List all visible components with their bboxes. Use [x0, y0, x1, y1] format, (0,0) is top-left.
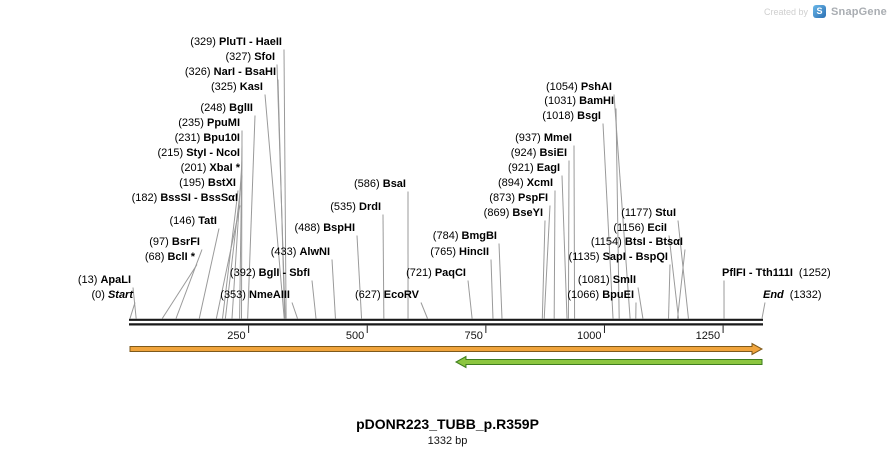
ruler-label: 1000 [577, 330, 601, 342]
leader-line [222, 190, 239, 319]
ruler-label: 750 [464, 330, 482, 342]
leader-line [283, 49, 287, 319]
leader-line [331, 259, 336, 319]
leader-line [573, 145, 576, 319]
leader-line [198, 228, 220, 319]
leader-line [541, 220, 546, 319]
leader-line [277, 79, 286, 319]
watermark-brand-text: SnapGene [830, 5, 887, 18]
construct-length: 1332 bp [427, 435, 468, 447]
leader-line [291, 302, 298, 319]
ruler-label: 250 [227, 330, 245, 342]
leader-line [637, 287, 644, 319]
construct-title: pDONR223_TUBB_p.R359P [356, 416, 539, 432]
leader-line [677, 249, 686, 319]
forward-feature-arrow [129, 342, 764, 356]
leader-line [382, 214, 385, 319]
leader-line [615, 108, 620, 319]
leader-line [567, 160, 570, 319]
leader-line [420, 302, 428, 319]
leader-line [215, 205, 241, 319]
leader-line [264, 94, 285, 319]
ruler-label: 500 [346, 330, 364, 342]
watermark: Created by S SnapGene [764, 5, 887, 18]
leader-line [498, 243, 503, 319]
leader-line [602, 123, 614, 319]
leader-line [613, 94, 631, 319]
leader-line [467, 280, 473, 319]
leader-line [561, 175, 568, 319]
ruler-label: 1250 [696, 330, 720, 342]
leader-line [161, 264, 198, 319]
leader-line [761, 302, 766, 319]
leader-line [311, 280, 317, 319]
leader-line [129, 302, 136, 319]
leader-line [356, 235, 363, 319]
leader-line [668, 235, 679, 319]
leader-line [175, 249, 203, 319]
leader-line [224, 175, 243, 319]
reverse-feature-arrow [454, 355, 763, 369]
leader-line [553, 190, 556, 319]
leader-line [668, 264, 671, 319]
watermark-created-by-text: Created by [763, 6, 808, 17]
leader-line [490, 259, 494, 319]
leader-line [247, 115, 256, 319]
leader-line [543, 205, 551, 319]
snapgene-logo-icon: S [812, 5, 826, 18]
leader-line [677, 220, 689, 319]
